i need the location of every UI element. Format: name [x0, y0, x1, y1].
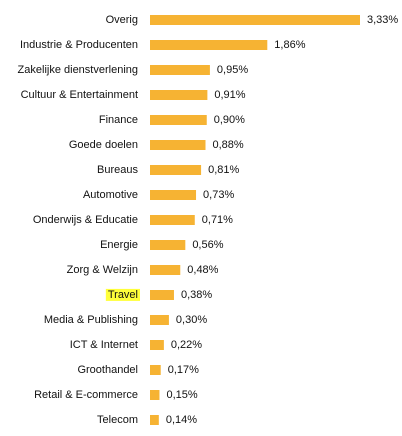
value-label: 0,14%: [166, 414, 197, 426]
bar: [150, 140, 206, 150]
category-label: Groothandel: [77, 364, 138, 376]
bar: [150, 115, 207, 125]
bar: [150, 265, 181, 275]
category-label: Industrie & Producenten: [20, 39, 138, 51]
bar: [150, 415, 159, 425]
category-label: Zakelijke dienstverlening: [18, 64, 138, 76]
category-label: Telecom: [97, 414, 138, 426]
category-label: Goede doelen: [69, 139, 138, 151]
value-label: 0,17%: [168, 364, 199, 376]
category-label: Cultuur & Entertainment: [21, 89, 138, 101]
bar: [150, 365, 161, 375]
value-label: 0,30%: [176, 314, 207, 326]
bar: [150, 315, 169, 325]
category-label: Overig: [106, 14, 138, 26]
category-label: Bureaus: [97, 164, 138, 176]
value-label: 0,95%: [217, 64, 248, 76]
value-label: 0,22%: [171, 339, 202, 351]
bar: [150, 190, 197, 200]
label-highlight: [105, 288, 140, 301]
bar: [150, 40, 268, 50]
bar: [150, 65, 210, 75]
value-label: 0,73%: [203, 189, 234, 201]
category-label: Travel: [108, 289, 138, 301]
value-label: 0,56%: [192, 239, 223, 251]
value-label: 0,81%: [208, 164, 239, 176]
value-label: 0,71%: [202, 214, 233, 226]
bar: [150, 165, 202, 175]
bar: [150, 15, 360, 25]
value-label: 0,91%: [214, 89, 245, 101]
bar: [150, 340, 164, 350]
category-label: Retail & E-commerce: [34, 389, 138, 401]
bar: [150, 240, 186, 250]
value-label: 0,38%: [181, 289, 212, 301]
value-label: 0,15%: [166, 389, 197, 401]
category-label: Onderwijs & Educatie: [33, 214, 138, 226]
bar: [150, 90, 208, 100]
bar: [150, 290, 174, 300]
value-label: 0,88%: [212, 139, 243, 151]
bar: [150, 215, 195, 225]
bar: [150, 390, 160, 400]
category-label: Finance: [99, 114, 138, 126]
category-label: Automotive: [83, 189, 138, 201]
value-label: 0,48%: [187, 264, 218, 276]
category-label: ICT & Internet: [70, 339, 138, 351]
category-label: Zorg & Welzijn: [67, 264, 138, 276]
value-label: 0,90%: [214, 114, 245, 126]
category-label: Media & Publishing: [44, 314, 138, 326]
category-label: Energie: [100, 239, 138, 251]
value-label: 3,33%: [367, 14, 398, 26]
value-label: 1,86%: [274, 39, 305, 51]
